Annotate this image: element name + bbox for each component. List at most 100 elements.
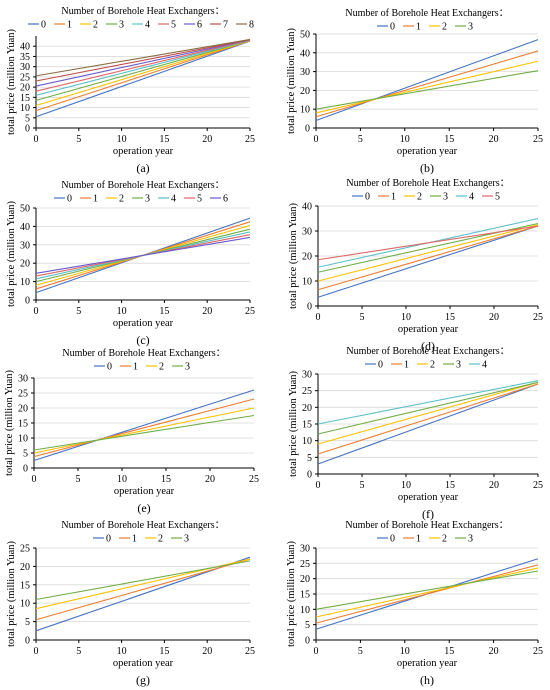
legend-label-3: 3 — [468, 22, 473, 33]
x-tick-label: 20 — [202, 306, 212, 317]
x-tick-label: 0 — [314, 134, 319, 145]
series-line-2 — [315, 60, 539, 114]
y-tick-label: 15 — [302, 420, 312, 431]
y-tick-label: 10 — [20, 599, 30, 610]
y-tick-label: 10 — [20, 277, 30, 288]
x-tick-label: 5 — [76, 646, 81, 657]
y-tick-label: 50 — [300, 30, 310, 41]
legend-title: Number of Borehole Heat Exchangers： — [62, 348, 225, 359]
x-tick-label: 10 — [401, 480, 411, 491]
y-axis-title: total price (million Yuan) — [288, 370, 299, 477]
x-tick-label: 10 — [400, 134, 410, 145]
x-tick-label: 10 — [117, 646, 127, 657]
x-tick-label: 25 — [245, 646, 255, 657]
y-tick-label: 15 — [20, 580, 30, 591]
y-tick-label: 30 — [20, 62, 30, 73]
x-tick-label: 25 — [533, 480, 543, 491]
legend-label-3: 3 — [184, 534, 189, 545]
x-tick-label: 15 — [444, 646, 454, 657]
y-tick-label: 20 — [20, 259, 30, 270]
y-tick-label: 5 — [25, 617, 30, 628]
legend-label-4: 4 — [482, 360, 487, 371]
legend-label-2: 2 — [119, 194, 124, 205]
y-tick-label: 35 — [20, 52, 30, 63]
x-tick-label: 0 — [316, 312, 321, 323]
x-tick-label: 5 — [358, 134, 363, 145]
legend-label-3: 3 — [456, 360, 461, 371]
x-tick-label: 25 — [245, 134, 255, 145]
legend-label-1: 1 — [416, 22, 421, 33]
legend-title: Number of Borehole Heat Exchangers： — [61, 6, 224, 17]
series-line-2 — [315, 567, 539, 618]
legend-label-0: 0 — [67, 194, 72, 205]
y-axis-title: total price (million Yuan) — [4, 369, 15, 476]
x-tick-label: 25 — [249, 474, 259, 485]
y-tick-label: 50 — [20, 204, 30, 215]
series-line-3 — [315, 70, 539, 110]
x-tick-label: 25 — [533, 134, 543, 145]
legend-label-6: 6 — [197, 20, 202, 31]
series-line-5 — [317, 225, 539, 261]
y-tick-label: 5 — [307, 453, 312, 464]
y-tick-label: 30 — [20, 240, 30, 251]
y-tick-label: 30 — [302, 370, 312, 381]
series-line-3 — [317, 381, 539, 435]
x-axis-title: operation year — [114, 486, 175, 497]
legend-title: Number of Borehole Heat Exchangers： — [346, 346, 509, 357]
x-tick-label: 20 — [202, 646, 212, 657]
panel-label: (h) — [420, 673, 434, 687]
x-tick-label: 20 — [489, 480, 499, 491]
y-tick-label: 0 — [25, 636, 30, 647]
legend-label-0: 0 — [41, 20, 46, 31]
x-axis-title: operation year — [398, 324, 459, 335]
y-tick-label: 30 — [18, 374, 28, 385]
y-tick-label: 30 — [300, 67, 310, 78]
x-tick-label: 5 — [76, 474, 81, 485]
y-tick-label: 25 — [302, 386, 312, 397]
x-tick-label: 15 — [445, 312, 455, 323]
legend-label-5: 5 — [197, 194, 202, 205]
x-tick-label: 5 — [360, 312, 365, 323]
legend-label-0: 0 — [365, 192, 370, 203]
y-tick-label: 0 — [23, 464, 28, 475]
y-tick-label: 5 — [23, 449, 28, 460]
panel-label: (c) — [136, 333, 149, 347]
series-line-6 — [35, 236, 251, 274]
y-tick-label: 0 — [25, 296, 30, 307]
y-tick-label: 0 — [305, 636, 310, 647]
x-tick-label: 5 — [76, 306, 81, 317]
panel-label: (d) — [421, 339, 435, 353]
legend-label-7: 7 — [223, 20, 228, 31]
x-tick-label: 5 — [360, 480, 365, 491]
series-line-5 — [35, 39, 251, 92]
series-line-0 — [33, 389, 255, 462]
x-tick-label: 5 — [76, 134, 81, 145]
series-line-3 — [33, 414, 255, 451]
x-axis-title: operation year — [113, 658, 174, 669]
x-tick-label: 0 — [34, 306, 39, 317]
x-tick-label: 20 — [489, 134, 499, 145]
x-tick-label: 10 — [401, 312, 411, 323]
y-tick-label: 20 — [302, 403, 312, 414]
y-tick-label: 30 — [300, 544, 310, 555]
y-tick-label: 25 — [20, 544, 30, 555]
series-line-4 — [35, 39, 251, 96]
panel-label: (e) — [137, 501, 150, 515]
series-line-1 — [317, 383, 539, 455]
series-line-2 — [35, 40, 251, 107]
y-axis-title: total price (million Yuan) — [6, 540, 17, 647]
series-line-1 — [317, 225, 539, 291]
y-tick-label: 0 — [305, 124, 310, 135]
legend-label-3: 3 — [185, 362, 190, 373]
legend-label-1: 1 — [133, 362, 138, 373]
y-axis-title: total price (million Yuan) — [288, 202, 299, 309]
x-tick-label: 10 — [400, 646, 410, 657]
series-line-0 — [315, 39, 539, 121]
x-axis-title: operation year — [113, 318, 174, 329]
x-tick-label: 15 — [159, 134, 169, 145]
